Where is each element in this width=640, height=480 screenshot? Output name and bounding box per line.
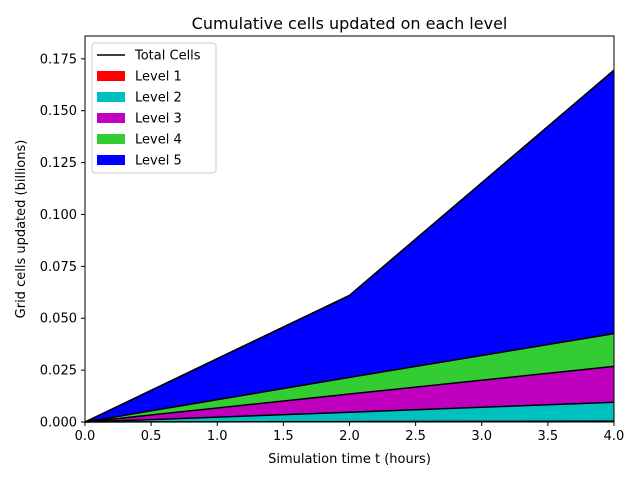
y-tick-label: 0.025 — [40, 364, 77, 379]
boundary-line-level-3 — [84, 365, 615, 423]
legend-label-level-3: Level 3 — [135, 112, 182, 127]
y-axis-label: Grid cells updated (billions) — [14, 140, 29, 319]
legend-swatch-level-1 — [97, 71, 125, 81]
x-tick-label: 0.5 — [141, 429, 162, 444]
y-tick-label: 0.050 — [40, 312, 77, 327]
y-tick-label: 0.000 — [40, 416, 77, 431]
x-axis: 0.0 0.5 1.0 1.5 2.0 2.5 3.0 3.5 4.0 — [75, 422, 625, 444]
x-tick-label: 3.0 — [471, 429, 492, 444]
x-tick-label: 0.0 — [75, 429, 96, 444]
x-tick-label: 4.0 — [604, 429, 625, 444]
legend-label-total-cells: Total Cells — [134, 49, 201, 64]
area-level-2 — [85, 402, 614, 422]
boundary-line-level-2 — [84, 401, 615, 423]
y-tick-label: 0.075 — [40, 260, 77, 275]
legend-label-level-1: Level 1 — [135, 70, 182, 85]
legend-swatch-level-2 — [97, 92, 125, 102]
y-tick-label: 0.125 — [40, 156, 77, 171]
y-tick-label: 0.150 — [40, 104, 77, 119]
x-tick-label: 3.5 — [538, 429, 559, 444]
x-tick-label: 1.5 — [273, 429, 294, 444]
legend: Total Cells Level 1 Level 2 Level 3 Level 4 L… — [91, 42, 217, 174]
area-level-5 — [85, 70, 614, 422]
legend-swatch-level-4 — [97, 134, 125, 144]
legend-label-level-5: Level 5 — [135, 154, 182, 169]
legend-label-level-2: Level 2 — [135, 91, 182, 106]
boundary-line-level-4 — [84, 332, 615, 423]
total-cells-line — [84, 69, 615, 423]
y-tick-label: 0.175 — [40, 52, 77, 67]
y-axis: 0.000 0.025 0.050 0.075 0.100 0.125 0.150 0.175 — [40, 52, 85, 431]
x-tick-label: 2.0 — [339, 429, 360, 444]
x-tick-label: 2.5 — [405, 429, 426, 444]
x-axis-label: Simulation time t (hours) — [268, 452, 431, 467]
chart-title: Cumulative cells updated on each level — [192, 14, 508, 33]
y-tick-label: 0.100 — [40, 208, 77, 223]
legend-swatch-level-5 — [97, 155, 125, 165]
x-tick-label: 1.0 — [207, 429, 228, 444]
legend-label-level-4: Level 4 — [135, 133, 182, 148]
legend-swatch-level-3 — [97, 113, 125, 123]
